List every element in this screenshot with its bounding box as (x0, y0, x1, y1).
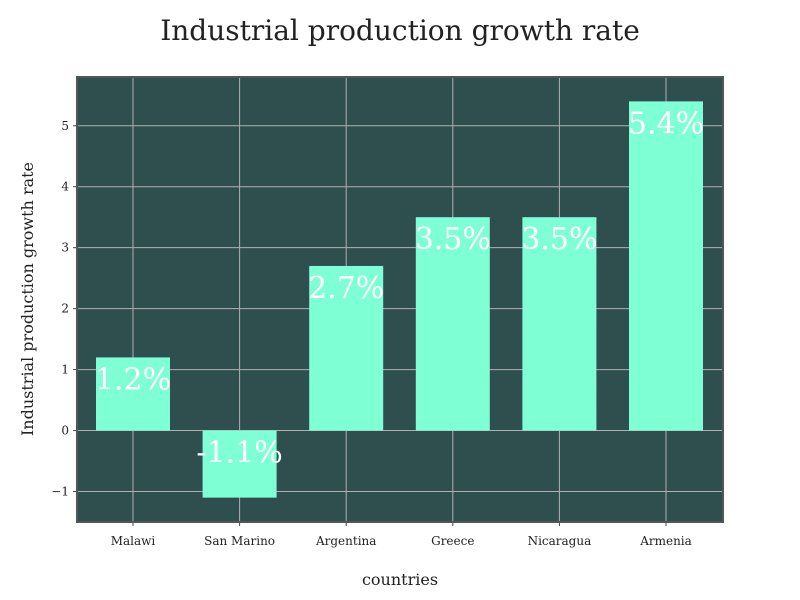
plot-frame (76, 76, 724, 523)
bar (202, 430, 277, 498)
y-axis-label: Industrial production growth rate (18, 162, 37, 436)
y-tick-label: 5 (61, 119, 69, 133)
bars (96, 101, 703, 498)
plot-area (77, 77, 723, 522)
x-tick-label: Nicaragua (528, 534, 592, 548)
bar (522, 217, 597, 431)
x-axis-label: countries (362, 570, 438, 589)
x-tick-label: Malawi (111, 534, 156, 548)
y-tick-label: 4 (61, 180, 69, 194)
y-tick-label: −1 (51, 485, 69, 499)
y-tick-label: 1 (61, 363, 69, 377)
bar (629, 101, 703, 431)
x-tick-label: Argentina (315, 534, 376, 548)
x-tick-label: Greece (431, 534, 474, 548)
x-tick-label: San Marino (204, 534, 275, 548)
bar (96, 357, 170, 431)
bar-data-label: 2.7% (308, 271, 384, 306)
bar-data-label: 1.2% (95, 362, 171, 397)
bar (415, 217, 490, 431)
bar (309, 265, 384, 431)
bar-data-label: 3.5% (415, 222, 491, 257)
y-tick-label: 0 (61, 424, 69, 438)
bar-data-label: 3.5% (521, 222, 597, 257)
y-tick-label: 2 (61, 302, 69, 316)
y-axis-ticks: −1 0 1 2 3 4 5 (51, 119, 77, 499)
bar-labels: 1.2% -1.1% 2.7% 3.5% 3.5% 5.4% (95, 106, 704, 470)
chart-title: Industrial production growth rate (160, 14, 640, 47)
bar-data-label: 5.4% (628, 106, 704, 141)
x-axis-ticks: Malawi San Marino Argentina Greece Nicaragua… (111, 522, 692, 548)
y-tick-label: 3 (61, 241, 69, 255)
x-tick-label: Armenia (639, 534, 692, 548)
bar-data-label: -1.1% (196, 436, 282, 471)
